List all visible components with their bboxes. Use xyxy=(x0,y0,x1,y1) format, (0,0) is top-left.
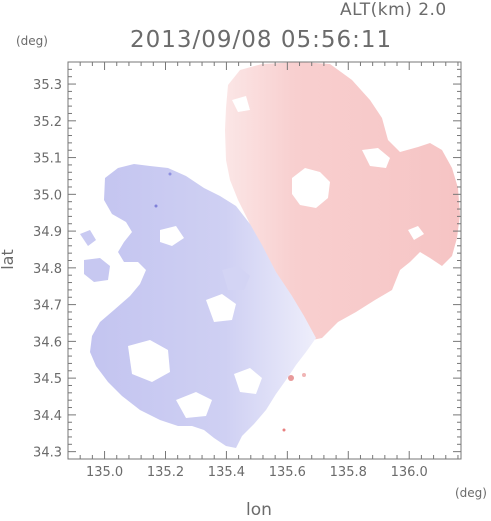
y-tick-label: 34.8 xyxy=(33,262,62,277)
isolated-echo xyxy=(168,172,172,176)
x-axis-label: lon xyxy=(246,500,272,520)
y-unit-label: (deg) xyxy=(16,34,48,48)
timestamp-title: 2013/09/08 05:56:11 xyxy=(130,27,393,53)
echo-gap xyxy=(176,392,212,418)
echo-gap xyxy=(160,226,184,246)
y-tick-label: 34.4 xyxy=(33,409,62,424)
isolated-echo xyxy=(282,428,286,432)
x-tick-label: 135.4 xyxy=(208,465,245,480)
isolated-echo xyxy=(302,373,306,377)
echo-region xyxy=(80,62,460,448)
x-tick-label: 136.0 xyxy=(391,465,428,480)
x-tick-label: 135.0 xyxy=(86,465,123,480)
echo-gap xyxy=(362,148,390,168)
y-tick-label: 35.1 xyxy=(33,152,62,167)
altitude-label: ALT(km) 2.0 xyxy=(340,0,447,20)
echo-gap xyxy=(408,226,424,240)
x-tick-label: 135.2 xyxy=(147,465,184,480)
echo-gap xyxy=(292,168,330,208)
y-tick-label: 34.7 xyxy=(33,299,62,314)
echo-gap xyxy=(232,96,250,112)
approaching-echo-patch xyxy=(84,258,110,282)
y-tick-label: 35.0 xyxy=(33,188,62,203)
x-axis-ticks: 135.0 135.2 135.4 135.6 135.8 136.0 xyxy=(67,62,459,480)
y-tick-label: 35.3 xyxy=(33,78,62,93)
y-tick-label: 34.9 xyxy=(33,225,62,240)
approaching-echo-patch xyxy=(80,230,96,246)
echo-gap xyxy=(206,294,236,322)
y-tick-label: 34.5 xyxy=(33,372,62,387)
echo-gap xyxy=(234,368,262,394)
y-tick-label: 34.6 xyxy=(33,335,62,350)
approaching-echo-patch xyxy=(222,266,250,290)
isolated-echo xyxy=(154,204,158,208)
echo-gap xyxy=(128,340,170,382)
receding-echo-area xyxy=(225,62,460,340)
x-tick-label: 135.6 xyxy=(269,465,306,480)
x-tick-label: 135.8 xyxy=(330,465,367,480)
isolated-echo xyxy=(288,375,294,381)
y-axis-ticks: 35.3 35.2 35.1 35.0 34.9 34.8 34.7 34.6 34.5 34.4… xyxy=(33,61,461,461)
x-unit-label: (deg) xyxy=(455,486,487,500)
y-tick-label: 35.2 xyxy=(33,115,62,130)
y-tick-label: 34.3 xyxy=(33,446,62,461)
